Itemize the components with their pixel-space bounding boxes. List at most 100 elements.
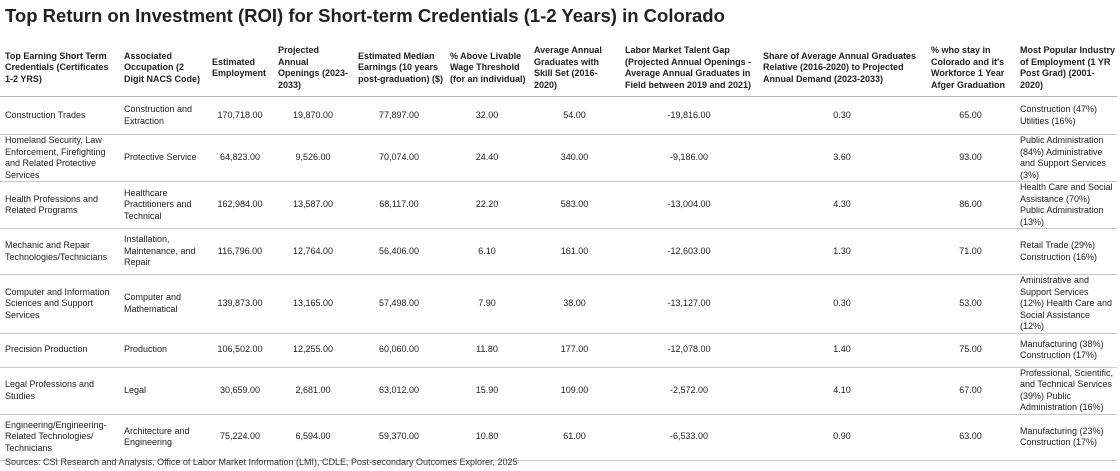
cell-graduates: 54.00 xyxy=(529,96,620,135)
cell-openings: 19,870.00 xyxy=(273,96,353,135)
cell-credential: Legal Professions and Studies xyxy=(0,367,119,415)
cell-occupation: Legal xyxy=(119,367,207,415)
cell-talent-gap-value: -12,603.00 xyxy=(667,245,711,256)
col-header-retention: % who stay in Colorado and it's Workforc… xyxy=(926,40,1015,97)
cell-industry: Manufacturing (23%) Construction (17%) xyxy=(1015,414,1117,461)
col-header-talent-gap: Labor Market Talent Gap (Projected Annua… xyxy=(620,40,758,97)
cell-livable-wage-value: 11.80 xyxy=(476,344,498,355)
cell-livable-wage: 11.80 xyxy=(445,333,529,368)
cell-credential: Precision Production xyxy=(0,333,119,368)
cell-graduates-value: 177.00 xyxy=(560,344,589,355)
cell-openings: 13,165.00 xyxy=(273,274,353,334)
cell-share: 4.30 xyxy=(758,181,926,229)
table-header-row: Top Earning Short Term Credentials (Cert… xyxy=(0,40,1117,97)
cell-talent-gap-value: -2,572.00 xyxy=(669,384,709,395)
table-row: Construction Trades Construction and Ext… xyxy=(0,96,1117,135)
cell-openings-value: 12,764.00 xyxy=(292,245,334,256)
cell-openings-value: 13,587.00 xyxy=(292,199,334,210)
cell-openings-value: 13,165.00 xyxy=(292,298,334,308)
cell-openings: 9,526.00 xyxy=(273,134,353,182)
cell-employment-value: 75,224.00 xyxy=(219,431,261,442)
cell-graduates-value: 161.00 xyxy=(560,245,589,256)
cell-occupation: Computer and Mathematical xyxy=(119,274,207,334)
cell-credential: Construction Trades xyxy=(0,96,119,135)
cell-employment-value: 64,823.00 xyxy=(219,152,261,163)
cell-employment: 75,224.00 xyxy=(207,414,273,461)
cell-credential: Mechanic and Repair Technologies/Technic… xyxy=(0,228,119,275)
col-header-employment: Estimated Employment xyxy=(207,40,273,97)
cell-earnings: 57,498.00 xyxy=(353,274,445,334)
cell-openings: 6,594.00 xyxy=(273,414,353,461)
cell-livable-wage: 24.40 xyxy=(445,134,529,182)
cell-retention-value: 75.00 xyxy=(959,344,982,355)
cell-livable-wage: 15.90 xyxy=(445,367,529,415)
cell-employment: 162,984.00 xyxy=(207,181,273,229)
cell-share-value: 3.60 xyxy=(833,152,851,163)
cell-employment-value: 162,984.00 xyxy=(217,199,263,210)
cell-share-value: 0.90 xyxy=(833,431,851,442)
cell-earnings-value: 56,406.00 xyxy=(378,245,420,256)
cell-retention: 67.00 xyxy=(926,367,1015,415)
cell-talent-gap: -9,186.00 xyxy=(620,134,758,182)
cell-talent-gap-value: -13,004.00 xyxy=(667,199,711,210)
table-row: Precision Production Production 106,502.… xyxy=(0,333,1117,368)
table-row: Health Professions and Related Programs … xyxy=(0,181,1117,229)
table-row: Computer and Information Sciences and Su… xyxy=(0,274,1117,334)
cell-livable-wage: 7.90 xyxy=(445,274,529,334)
cell-employment: 116,796.00 xyxy=(207,228,273,275)
cell-retention: 53.00 xyxy=(926,274,1015,334)
cell-graduates: 177.00 xyxy=(529,333,620,368)
cell-talent-gap-value: -9,186.00 xyxy=(669,152,709,163)
cell-earnings: 60,060.00 xyxy=(353,333,445,368)
cell-retention: 65.00 xyxy=(926,96,1015,135)
cell-graduates-value: 38.00 xyxy=(563,298,586,308)
cell-openings-value: 6,594.00 xyxy=(295,431,331,442)
cell-talent-gap-value: -12,078.00 xyxy=(667,344,711,355)
cell-graduates: 61.00 xyxy=(529,414,620,461)
cell-share-value: 1.40 xyxy=(833,344,851,355)
cell-employment: 170,718.00 xyxy=(207,96,273,135)
cell-employment-value: 139,873.00 xyxy=(217,298,263,308)
cell-talent-gap: -13,004.00 xyxy=(620,181,758,229)
cell-industry: Aministrative and Support Services (12%)… xyxy=(1015,274,1117,334)
cell-openings: 12,255.00 xyxy=(273,333,353,368)
cell-credential: Engineering/Engineering-Related Technolo… xyxy=(0,414,119,461)
cell-earnings-value: 70,074.00 xyxy=(378,152,420,163)
cell-graduates-value: 583.00 xyxy=(560,199,589,210)
cell-openings-value: 2,681.00 xyxy=(295,384,331,395)
cell-livable-wage-value: 24.40 xyxy=(475,152,499,163)
cell-share: 0.30 xyxy=(758,96,926,135)
cell-livable-wage: 10.80 xyxy=(445,414,529,461)
cell-employment-value: 106,502.00 xyxy=(217,344,263,355)
cell-share: 3.60 xyxy=(758,134,926,182)
cell-share-value: 4.10 xyxy=(833,384,851,395)
col-header-graduates: Average Annual Graduates with Skill Set … xyxy=(529,40,620,97)
cell-earnings: 77,897.00 xyxy=(353,96,445,135)
cell-graduates-value: 340.00 xyxy=(560,152,589,163)
cell-openings-value: 12,255.00 xyxy=(292,344,334,355)
cell-retention-value: 53.00 xyxy=(959,298,982,308)
cell-retention: 93.00 xyxy=(926,134,1015,182)
cell-graduates-value: 109.00 xyxy=(560,384,589,395)
cell-retention-value: 63.00 xyxy=(959,431,982,442)
cell-graduates: 583.00 xyxy=(529,181,620,229)
cell-industry: Health Care and Social Assistance (70%) … xyxy=(1015,181,1117,229)
cell-retention: 75.00 xyxy=(926,333,1015,368)
cell-employment-value: 170,718.00 xyxy=(217,109,263,120)
cell-talent-gap-value: -6,533.00 xyxy=(669,431,709,442)
cell-employment: 139,873.00 xyxy=(207,274,273,334)
sources-note: Sources: CSI Research and Analysis, Offi… xyxy=(5,457,518,467)
cell-livable-wage-value: 6.10 xyxy=(478,245,496,256)
cell-employment-value: 30,659.00 xyxy=(219,384,261,395)
cell-employment: 30,659.00 xyxy=(207,367,273,415)
cell-openings: 13,587.00 xyxy=(273,181,353,229)
cell-share: 1.40 xyxy=(758,333,926,368)
cell-earnings: 68,117.00 xyxy=(353,181,445,229)
cell-earnings: 56,406.00 xyxy=(353,228,445,275)
cell-share: 1.30 xyxy=(758,228,926,275)
cell-employment: 106,502.00 xyxy=(207,333,273,368)
cell-employment: 64,823.00 xyxy=(207,134,273,182)
cell-industry: Retail Trade (29%) Construction (16%) xyxy=(1015,228,1117,275)
table-row: Engineering/Engineering-Related Technolo… xyxy=(0,414,1117,461)
